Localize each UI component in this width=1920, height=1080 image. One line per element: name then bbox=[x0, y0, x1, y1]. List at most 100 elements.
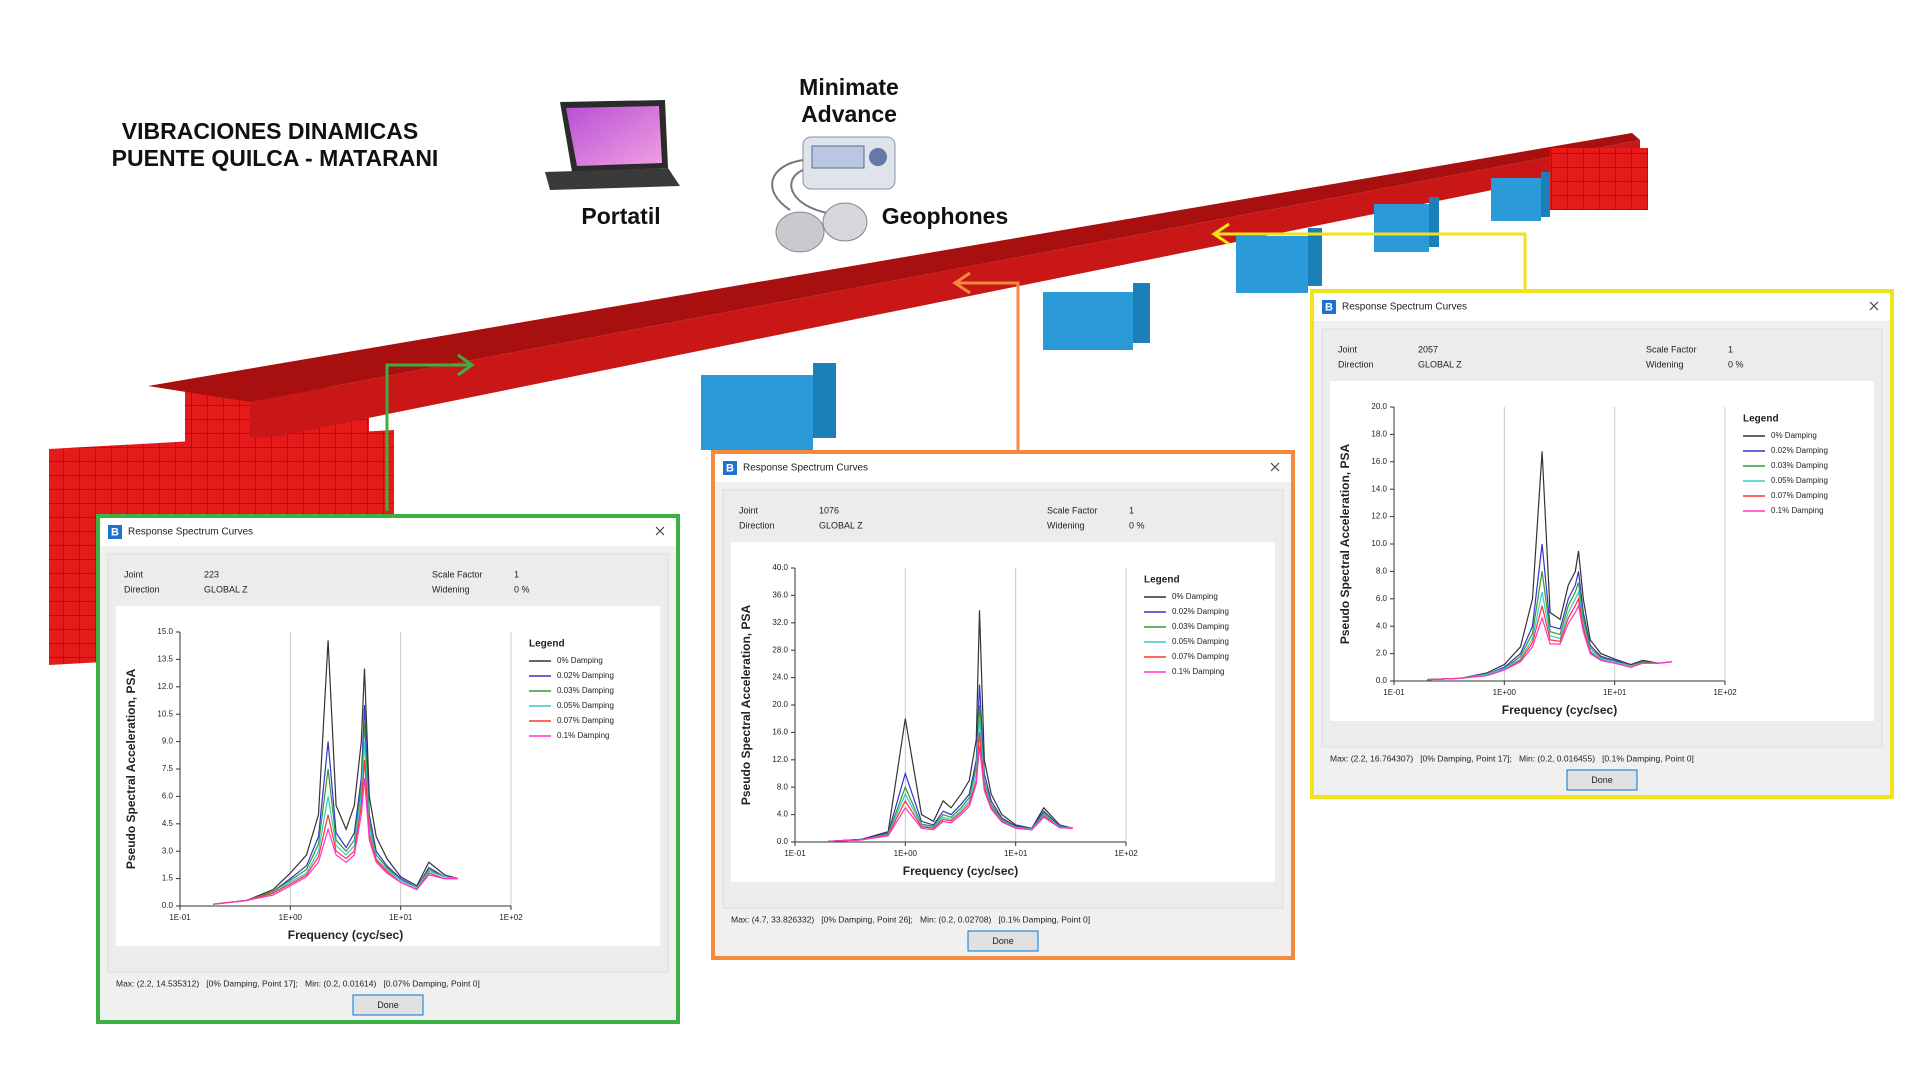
y-tick-label: 7.5 bbox=[162, 764, 174, 773]
title-line: VIBRACIONES DINAMICAS bbox=[122, 118, 418, 144]
x-tick-label: 1E+02 bbox=[1713, 688, 1737, 697]
chart-area bbox=[731, 542, 1275, 882]
x-axis-title: Frequency (cyc/sec) bbox=[1502, 703, 1617, 717]
info-joint: 2057 bbox=[1418, 344, 1438, 354]
done-button-face bbox=[1566, 769, 1638, 791]
y-tick-label: 28.0 bbox=[772, 645, 788, 654]
x-tick-label: 1E+02 bbox=[499, 913, 523, 922]
chart-area bbox=[1330, 381, 1874, 721]
info-joint-label: Joint bbox=[124, 569, 144, 579]
y-tick-label: 0.0 bbox=[1376, 676, 1388, 685]
summary-line: Max: (2.2, 16.764307) [0% Damping, Point… bbox=[1330, 753, 1694, 763]
y-tick-label: 24.0 bbox=[772, 673, 788, 682]
legend-label: 0.07% Damping bbox=[557, 716, 614, 725]
info-scale-factor-label: Scale Factor bbox=[1646, 344, 1697, 354]
info-widening: 0 % bbox=[1728, 359, 1744, 369]
laptop-label: Portatil bbox=[581, 203, 660, 229]
done-button[interactable]: Done bbox=[1566, 769, 1638, 791]
summary-line: Max: (4.7, 33.826332) [0% Damping, Point… bbox=[731, 914, 1090, 924]
y-axis-title: Pseudo Spectral Acceleration, PSA bbox=[1338, 444, 1352, 645]
done-button-label: Done bbox=[377, 1000, 399, 1010]
axis-line bbox=[1393, 407, 1725, 682]
dialog-window: B Response Spectrum Curves Joint 223 Directi… bbox=[96, 514, 680, 1024]
info-widening-label: Widening bbox=[1646, 359, 1684, 369]
app-icon bbox=[108, 525, 122, 539]
y-tick-label: 12.0 bbox=[157, 682, 173, 691]
app-icon bbox=[1322, 300, 1336, 314]
info-scale-factor: 1 bbox=[514, 569, 519, 579]
legend-label: 0.03% Damping bbox=[1172, 622, 1229, 631]
done-button-face bbox=[352, 994, 424, 1016]
x-axis-title: Frequency (cyc/sec) bbox=[903, 864, 1018, 878]
y-tick-label: 4.0 bbox=[777, 810, 789, 819]
legend-label: 0.02% Damping bbox=[557, 671, 614, 680]
legend-label: 0.03% Damping bbox=[557, 686, 614, 695]
legend-title: Legend bbox=[1743, 414, 1779, 425]
app-icon-letter: B bbox=[1325, 301, 1333, 313]
info-scale-factor-label: Scale Factor bbox=[1047, 505, 1098, 515]
legend-label: 0.05% Damping bbox=[557, 701, 614, 710]
axis-line bbox=[179, 632, 511, 907]
minimate-device bbox=[771, 136, 896, 253]
x-tick-label: 1E+00 bbox=[279, 913, 303, 922]
info-direction: GLOBAL Z bbox=[204, 584, 248, 594]
legend-label: 0.05% Damping bbox=[1771, 476, 1828, 485]
title-bar bbox=[1314, 293, 1890, 321]
close-button[interactable] bbox=[655, 526, 665, 536]
info-scale-factor: 1 bbox=[1129, 505, 1134, 515]
x-tick-label: 1E+01 bbox=[1004, 849, 1028, 858]
chart-area bbox=[116, 606, 660, 946]
y-tick-label: 9.0 bbox=[162, 737, 174, 746]
y-tick-label: 16.0 bbox=[772, 728, 788, 737]
y-tick-label: 20.0 bbox=[1371, 402, 1387, 411]
dialog-window: B Response Spectrum Curves Joint 1076 Direct… bbox=[711, 450, 1295, 960]
legend-label: 0% Damping bbox=[557, 656, 603, 665]
series-line bbox=[828, 718, 1073, 842]
close-button[interactable] bbox=[1869, 301, 1879, 311]
title-line: PUENTE QUILCA - MATARANI bbox=[112, 145, 439, 171]
legend-label: 0.1% Damping bbox=[1172, 667, 1224, 676]
y-tick-label: 4.5 bbox=[162, 819, 174, 828]
info-direction: GLOBAL Z bbox=[819, 520, 863, 530]
y-tick-label: 0.0 bbox=[777, 837, 789, 846]
legend-label: 0% Damping bbox=[1172, 592, 1218, 601]
device-label: Minimate bbox=[799, 74, 899, 100]
legend-label: 0.05% Damping bbox=[1172, 637, 1229, 646]
y-tick-label: 8.0 bbox=[777, 782, 789, 791]
done-button[interactable]: Done bbox=[352, 994, 424, 1016]
legend-label: 0.03% Damping bbox=[1771, 461, 1828, 470]
x-axis-title: Frequency (cyc/sec) bbox=[288, 928, 403, 942]
x-tick-label: 1E-01 bbox=[1383, 688, 1405, 697]
info-widening: 0 % bbox=[514, 584, 530, 594]
done-button[interactable]: Done bbox=[967, 930, 1039, 952]
y-tick-label: 4.0 bbox=[1376, 621, 1388, 630]
legend-label: 0.07% Damping bbox=[1172, 652, 1229, 661]
y-axis-title: Pseudo Spectral Acceleration, PSA bbox=[739, 605, 753, 806]
series-line bbox=[213, 778, 458, 905]
close-button[interactable] bbox=[1270, 462, 1280, 472]
legend-label: 0% Damping bbox=[1771, 431, 1817, 440]
info-widening-label: Widening bbox=[432, 584, 470, 594]
info-widening: 0 % bbox=[1129, 520, 1145, 530]
x-tick-label: 1E+02 bbox=[1114, 849, 1138, 858]
info-direction-label: Direction bbox=[124, 584, 160, 594]
legend-label: 0.07% Damping bbox=[1771, 491, 1828, 500]
y-tick-label: 3.0 bbox=[162, 846, 174, 855]
legend-title: Legend bbox=[1144, 575, 1180, 586]
y-tick-label: 18.0 bbox=[1371, 430, 1387, 439]
info-joint: 223 bbox=[204, 569, 219, 579]
laptop-icon bbox=[545, 100, 680, 190]
y-tick-label: 16.0 bbox=[1371, 457, 1387, 466]
legend-label: 0.1% Damping bbox=[1771, 506, 1823, 515]
legend-label: 0.02% Damping bbox=[1172, 607, 1229, 616]
series-line bbox=[828, 684, 1073, 842]
info-direction-label: Direction bbox=[1338, 359, 1374, 369]
y-axis-title: Pseudo Spectral Acceleration, PSA bbox=[124, 669, 138, 870]
y-tick-label: 10.5 bbox=[157, 709, 173, 718]
y-tick-label: 6.0 bbox=[1376, 594, 1388, 603]
info-direction-label: Direction bbox=[739, 520, 775, 530]
done-button-label: Done bbox=[1591, 775, 1613, 785]
y-tick-label: 20.0 bbox=[772, 700, 788, 709]
app-icon-letter: B bbox=[111, 526, 119, 538]
